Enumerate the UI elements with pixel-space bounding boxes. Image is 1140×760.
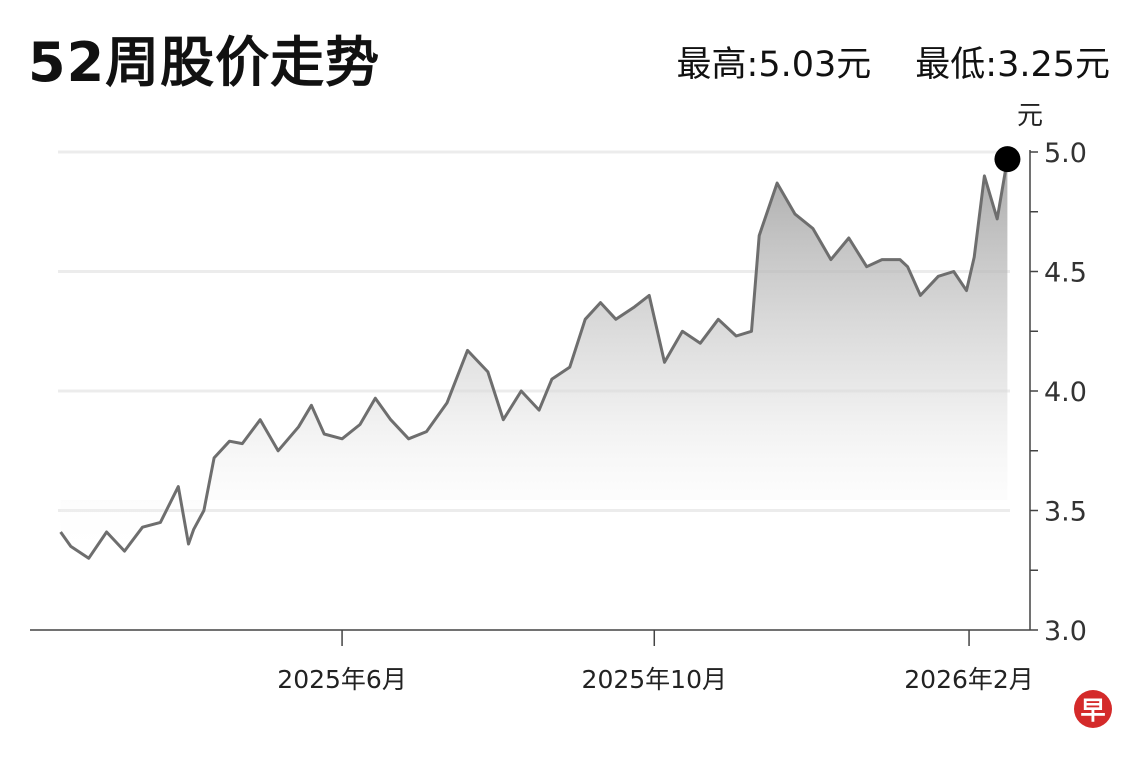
last-price-marker (994, 146, 1021, 173)
y-axis: 3.0 3.5 4.0 4.5 5.0 (1030, 138, 1087, 647)
y-tick-label: 5.0 (1044, 138, 1087, 169)
x-tick-label: 2025年6月 (277, 665, 407, 694)
publisher-logo: 早 (1074, 690, 1112, 728)
y-tick-label: 3.0 (1044, 616, 1087, 647)
x-tick-label: 2026年2月 (904, 665, 1034, 694)
price-stats: 最高:5.03元 最低:3.25元 (677, 36, 1110, 87)
y-axis-unit: 元 (1017, 101, 1043, 131)
high-label: 最高: (676, 45, 759, 85)
chart-title: 52周股价走势 (28, 31, 381, 94)
y-tick-label: 4.5 (1044, 258, 1087, 289)
x-axis: 2025年6月 2025年10月 2026年2月 (277, 630, 1034, 694)
low-value: 3.25元 (997, 45, 1110, 85)
y-tick-label: 3.5 (1044, 497, 1087, 528)
price-line (59, 158, 1009, 560)
y-tick-label: 4.0 (1044, 377, 1087, 408)
high-value: 5.03元 (758, 45, 872, 85)
low-label: 最低: (915, 45, 998, 85)
price-area (60, 159, 1008, 559)
x-tick-label: 2025年10月 (582, 665, 727, 694)
